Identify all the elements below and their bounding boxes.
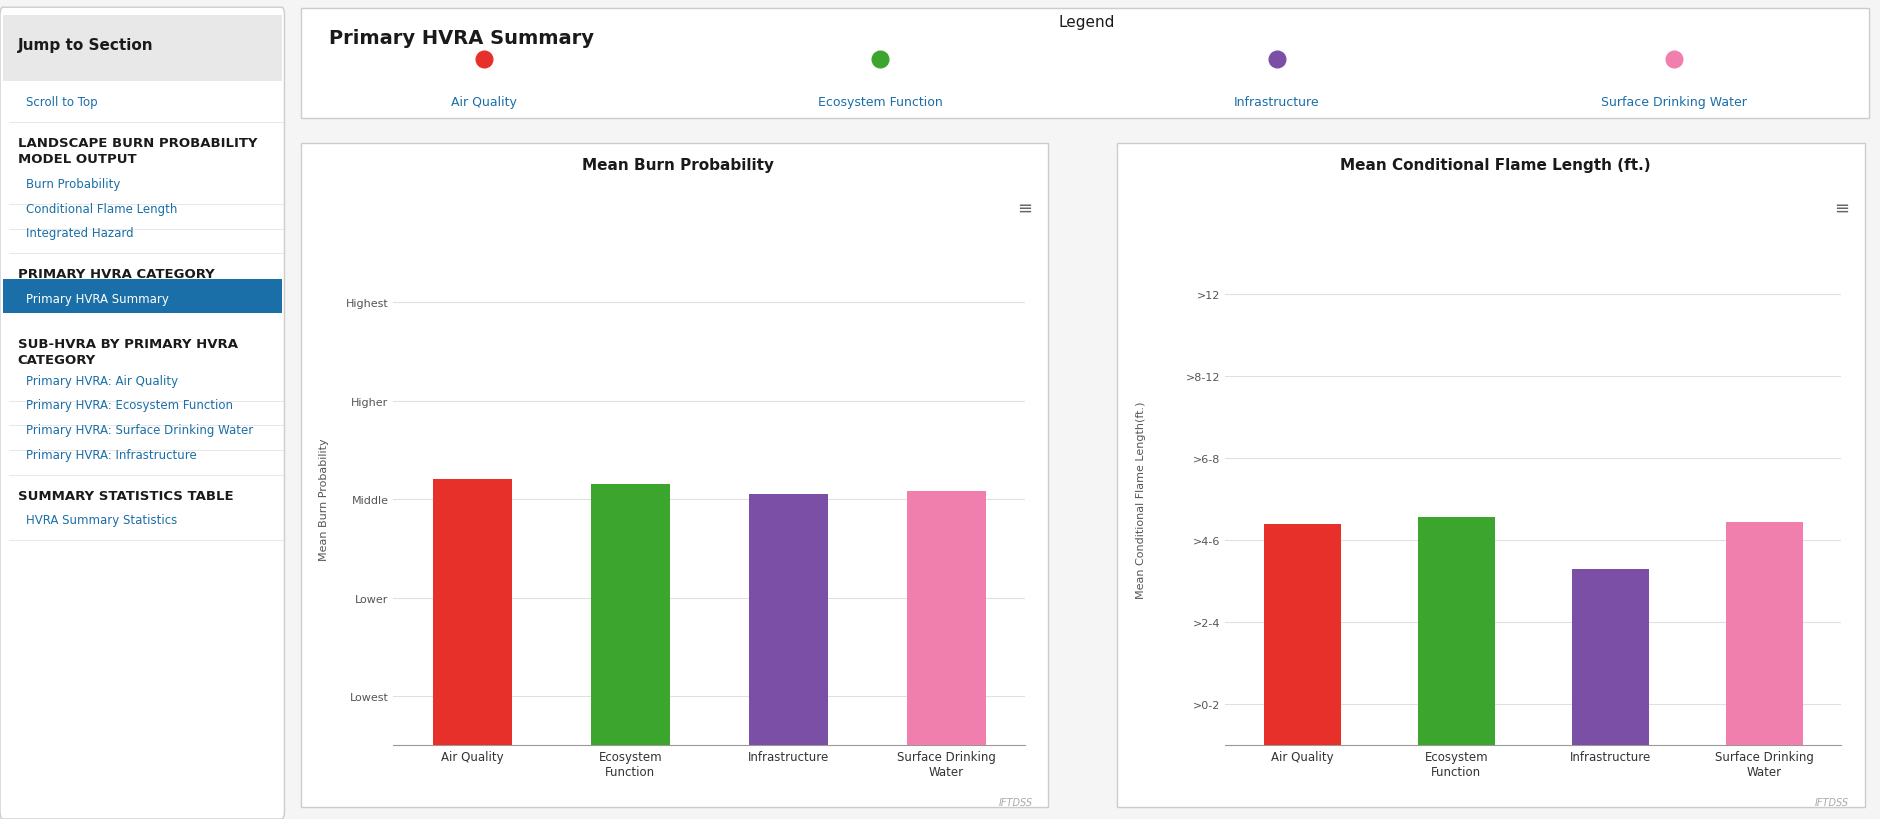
FancyBboxPatch shape — [1117, 144, 1865, 807]
Text: Mean Conditional Flame Length(ft.): Mean Conditional Flame Length(ft.) — [1136, 400, 1145, 598]
Text: Infrastructure: Infrastructure — [1235, 97, 1320, 109]
FancyBboxPatch shape — [0, 8, 284, 819]
Text: SUMMARY STATISTICS TABLE: SUMMARY STATISTICS TABLE — [17, 489, 233, 502]
Text: Primary HVRA: Ecosystem Function: Primary HVRA: Ecosystem Function — [26, 399, 233, 412]
Text: Jump to Section: Jump to Section — [17, 38, 154, 52]
Text: Primary HVRA Summary: Primary HVRA Summary — [26, 292, 169, 305]
Text: ≡: ≡ — [1017, 199, 1032, 217]
Text: Primary HVRA: Infrastructure: Primary HVRA: Infrastructure — [26, 448, 197, 461]
Text: Conditional Flame Length: Conditional Flame Length — [26, 202, 179, 215]
Text: Integrated Hazard: Integrated Hazard — [26, 227, 133, 240]
Text: SUB-HVRA BY PRIMARY HVRA: SUB-HVRA BY PRIMARY HVRA — [17, 337, 237, 351]
Text: ≡: ≡ — [1835, 199, 1850, 217]
Text: Ecosystem Function: Ecosystem Function — [818, 97, 942, 109]
Text: Burn Probability: Burn Probability — [26, 178, 120, 191]
Text: CATEGORY: CATEGORY — [17, 354, 96, 367]
Text: Air Quality: Air Quality — [451, 97, 517, 109]
Text: Mean Burn Probability: Mean Burn Probability — [583, 158, 775, 173]
Text: IFTDSS: IFTDSS — [998, 797, 1032, 807]
Text: Primary HVRA: Surface Drinking Water: Primary HVRA: Surface Drinking Water — [26, 423, 254, 437]
FancyBboxPatch shape — [4, 279, 282, 314]
Text: HVRA Summary Statistics: HVRA Summary Statistics — [26, 514, 177, 527]
Text: LANDSCAPE BURN PROBABILITY: LANDSCAPE BURN PROBABILITY — [17, 137, 258, 150]
FancyBboxPatch shape — [301, 144, 1049, 807]
Text: Primary HVRA Summary: Primary HVRA Summary — [329, 29, 594, 48]
Text: Scroll to Top: Scroll to Top — [26, 96, 98, 109]
Text: Surface Drinking Water: Surface Drinking Water — [1600, 97, 1747, 109]
Text: Mean Conditional Flame Length (ft.): Mean Conditional Flame Length (ft.) — [1340, 158, 1651, 173]
Text: Mean Burn Probability: Mean Burn Probability — [320, 438, 329, 561]
Text: MODEL OUTPUT: MODEL OUTPUT — [17, 153, 135, 166]
Text: Legend: Legend — [1058, 15, 1115, 30]
FancyBboxPatch shape — [4, 16, 282, 82]
Text: IFTDSS: IFTDSS — [1814, 797, 1850, 807]
Text: Primary HVRA: Air Quality: Primary HVRA: Air Quality — [26, 374, 179, 387]
Text: PRIMARY HVRA CATEGORY: PRIMARY HVRA CATEGORY — [17, 268, 214, 281]
FancyBboxPatch shape — [301, 9, 1869, 119]
